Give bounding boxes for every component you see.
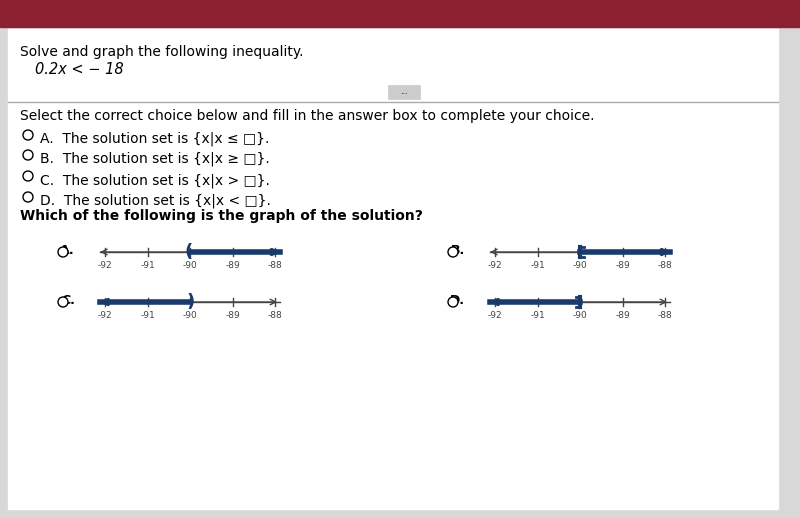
Text: -92: -92 bbox=[488, 311, 502, 320]
Text: -91: -91 bbox=[530, 311, 545, 320]
Text: ...: ... bbox=[400, 87, 408, 97]
Text: -92: -92 bbox=[98, 311, 112, 320]
Text: A.: A. bbox=[60, 244, 75, 256]
Text: -91: -91 bbox=[530, 261, 545, 270]
Text: -90: -90 bbox=[182, 261, 198, 270]
Bar bbox=[388, 85, 420, 99]
Text: -90: -90 bbox=[182, 311, 198, 320]
Circle shape bbox=[448, 297, 458, 307]
Text: -91: -91 bbox=[140, 311, 155, 320]
Text: D.: D. bbox=[450, 294, 465, 307]
Text: 0.2x < − 18: 0.2x < − 18 bbox=[35, 62, 124, 77]
Text: -88: -88 bbox=[658, 261, 672, 270]
Text: Select the correct choice below and fill in the answer box to complete your choi: Select the correct choice below and fill… bbox=[20, 109, 594, 123]
Text: -92: -92 bbox=[98, 261, 112, 270]
Text: -92: -92 bbox=[488, 261, 502, 270]
Text: B.  The solution set is {x|x ≥ □}.: B. The solution set is {x|x ≥ □}. bbox=[40, 152, 270, 166]
Circle shape bbox=[58, 247, 68, 257]
Circle shape bbox=[23, 192, 33, 202]
Text: -88: -88 bbox=[268, 311, 282, 320]
Circle shape bbox=[448, 247, 458, 257]
Text: Solve and graph the following inequality.: Solve and graph the following inequality… bbox=[20, 45, 303, 59]
Text: B.: B. bbox=[450, 244, 465, 256]
Text: D.  The solution set is {x|x < □}.: D. The solution set is {x|x < □}. bbox=[40, 194, 271, 208]
Text: -91: -91 bbox=[140, 261, 155, 270]
Text: C.  The solution set is {x|x > □}.: C. The solution set is {x|x > □}. bbox=[40, 173, 270, 188]
Text: -89: -89 bbox=[225, 261, 240, 270]
Text: Which of the following is the graph of the solution?: Which of the following is the graph of t… bbox=[20, 209, 423, 223]
Text: -90: -90 bbox=[573, 261, 587, 270]
Text: ): ) bbox=[187, 293, 195, 311]
Circle shape bbox=[23, 150, 33, 160]
Text: -89: -89 bbox=[225, 311, 240, 320]
Circle shape bbox=[58, 297, 68, 307]
Text: A.  The solution set is {x|x ≤ □}.: A. The solution set is {x|x ≤ □}. bbox=[40, 132, 270, 146]
Circle shape bbox=[23, 130, 33, 140]
Text: (: ( bbox=[185, 243, 193, 261]
Circle shape bbox=[23, 171, 33, 181]
Text: -88: -88 bbox=[658, 311, 672, 320]
Text: C.: C. bbox=[61, 294, 75, 307]
Bar bbox=[0, 0, 800, 27]
Text: -90: -90 bbox=[573, 311, 587, 320]
Text: -89: -89 bbox=[615, 261, 630, 270]
Text: -88: -88 bbox=[268, 261, 282, 270]
Text: -89: -89 bbox=[615, 311, 630, 320]
